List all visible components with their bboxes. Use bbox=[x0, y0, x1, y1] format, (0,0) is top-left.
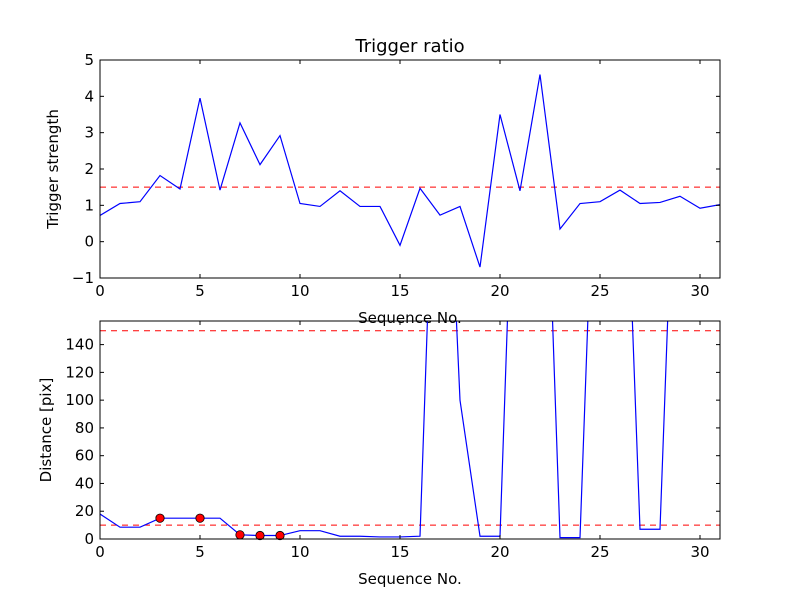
top-x-tick-label: 20 bbox=[490, 282, 509, 300]
bottom-x-tick-label: 25 bbox=[590, 543, 609, 561]
bottom-y-tick-label: 120 bbox=[65, 363, 94, 381]
top-y-tick-label: 2 bbox=[84, 160, 94, 178]
top-y-tick-label: 1 bbox=[84, 196, 94, 214]
bottom-x-axis-label: Sequence No. bbox=[358, 570, 462, 588]
bottom-x-tick-label: 10 bbox=[290, 543, 309, 561]
bottom-y-tick-label: 0 bbox=[84, 530, 94, 548]
bottom-y-tick-label: 20 bbox=[75, 502, 94, 520]
bottom-marker-point bbox=[195, 513, 205, 523]
bottom-x-tick-label: 5 bbox=[195, 543, 205, 561]
top-x-tick-label: 0 bbox=[95, 282, 105, 300]
bottom-plot-frame bbox=[99, 320, 721, 540]
bottom-y-tick-label: 140 bbox=[65, 336, 94, 354]
top-chart-title: Trigger ratio bbox=[354, 36, 464, 57]
bottom-x-tick-label: 0 bbox=[95, 543, 105, 561]
bottom-marker-point bbox=[255, 530, 265, 541]
top-plot-frame bbox=[99, 59, 721, 279]
top-y-tick-label: 0 bbox=[84, 233, 94, 251]
top-x-tick-label: 30 bbox=[690, 282, 709, 300]
top-series-line-0 bbox=[100, 74, 720, 268]
bottom-y-axis-label: Distance [pix] bbox=[37, 378, 55, 483]
bottom-x-tick-label: 15 bbox=[390, 543, 409, 561]
top-y-tick-label: 3 bbox=[84, 124, 94, 142]
bottom-marker-point bbox=[275, 530, 285, 541]
top-x-tick-label: 25 bbox=[590, 282, 609, 300]
bottom-x-tick-label: 30 bbox=[690, 543, 709, 561]
top-x-tick-label: 5 bbox=[195, 282, 205, 300]
bottom-y-tick-label: 80 bbox=[75, 419, 94, 437]
bottom-x-tick-label: 20 bbox=[490, 543, 509, 561]
top-y-tick-label: −1 bbox=[72, 269, 94, 287]
bottom-marker-point bbox=[235, 530, 245, 540]
top-y-axis-label: Trigger strength bbox=[44, 109, 62, 230]
bottom-series-line-0 bbox=[100, 321, 669, 539]
bottom-y-tick-label: 40 bbox=[75, 474, 94, 492]
top-y-tick-label: 5 bbox=[84, 51, 94, 69]
top-y-tick-label: 4 bbox=[84, 87, 94, 105]
bottom-chart: 0 5 10 15 20 25 30 0 20 40 60 80 100 120 140 Sequence … bbox=[37, 320, 721, 588]
top-x-tick-label: 15 bbox=[390, 282, 409, 300]
bottom-y-tick-label: 60 bbox=[75, 447, 94, 465]
top-x-axis-label: Sequence No. bbox=[358, 309, 462, 327]
bottom-marker-point bbox=[155, 513, 165, 523]
top-x-tick-label: 10 bbox=[290, 282, 309, 300]
bottom-y-tick-label: 100 bbox=[65, 391, 94, 409]
